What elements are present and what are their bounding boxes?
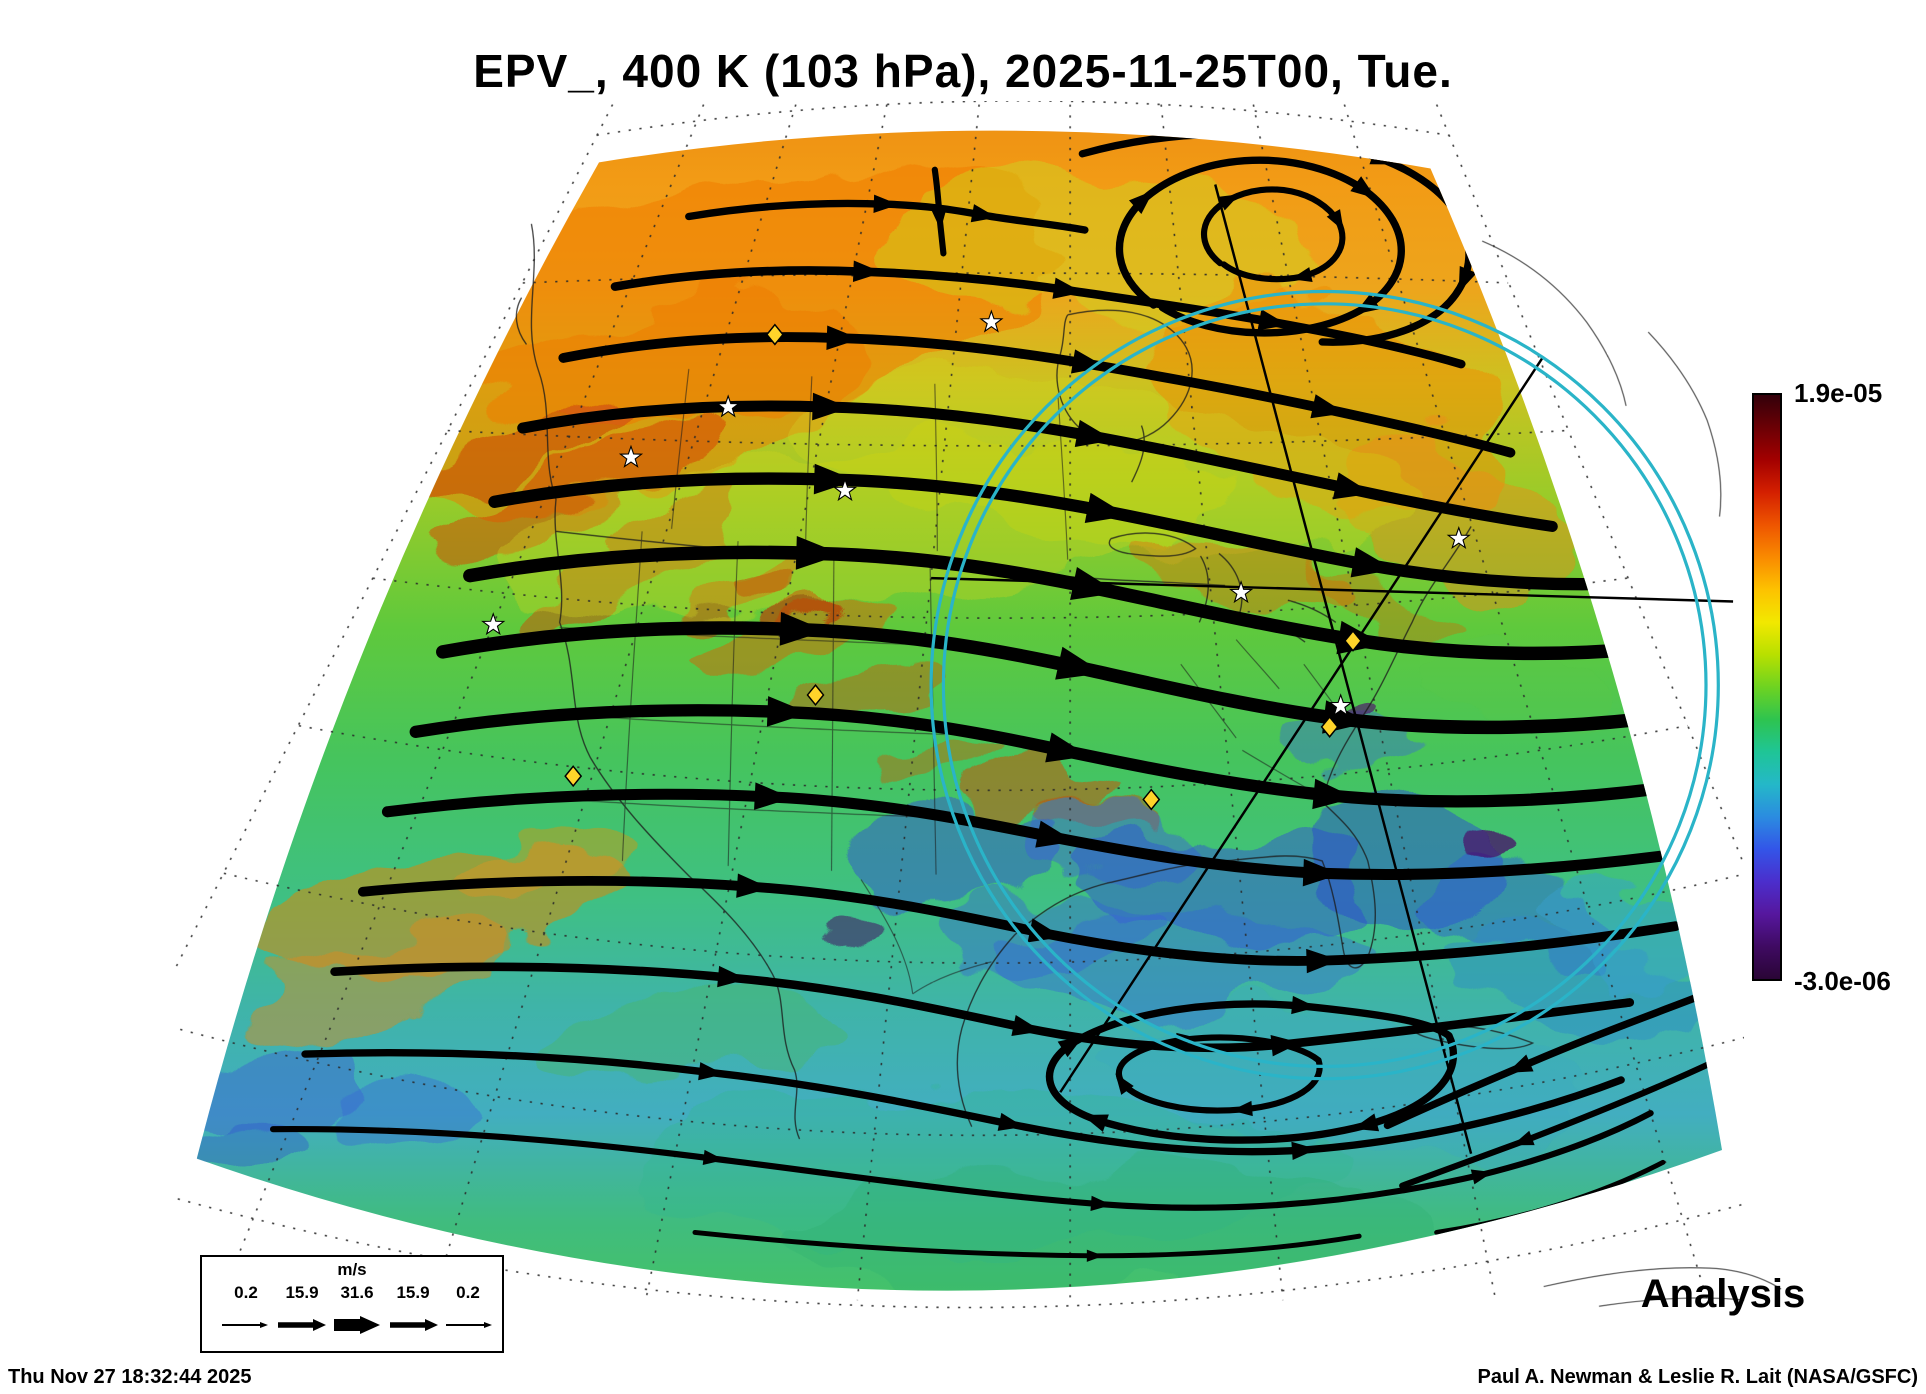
credit-line: Paul A. Newman & Leslie R. Lait (NASA/GS…	[1477, 1366, 1918, 1388]
colorbar-min-label: -3.0e-06	[1794, 966, 1891, 996]
wind-value: 0.2	[456, 1283, 480, 1302]
wind-legend-arrows	[222, 1316, 492, 1334]
cross-section-lines	[931, 184, 1734, 1155]
wind-streamlines	[269, 130, 1721, 1262]
wind-value: 15.9	[285, 1283, 319, 1302]
colorbar-gradient	[1752, 393, 1782, 981]
wind-units-label: m/s	[337, 1260, 367, 1279]
wind-value: 0.2	[234, 1283, 258, 1302]
colorbar-max-label: 1.9e-05	[1794, 378, 1883, 408]
analysis-label: Analysis	[1640, 1272, 1806, 1316]
wind-value: 15.9	[396, 1283, 430, 1302]
wind-value: 31.6	[340, 1283, 374, 1302]
range-circle	[929, 289, 1720, 1081]
plot-title: EPV_, 400 K (103 hPa), 2025-11-25T00, Tu…	[473, 45, 1453, 97]
generated-timestamp: Thu Nov 27 18:32:44 2025	[8, 1366, 252, 1388]
wind-speed-legend: m/s 0.2 15.9 31.6 15.9 0.2	[200, 1255, 504, 1353]
